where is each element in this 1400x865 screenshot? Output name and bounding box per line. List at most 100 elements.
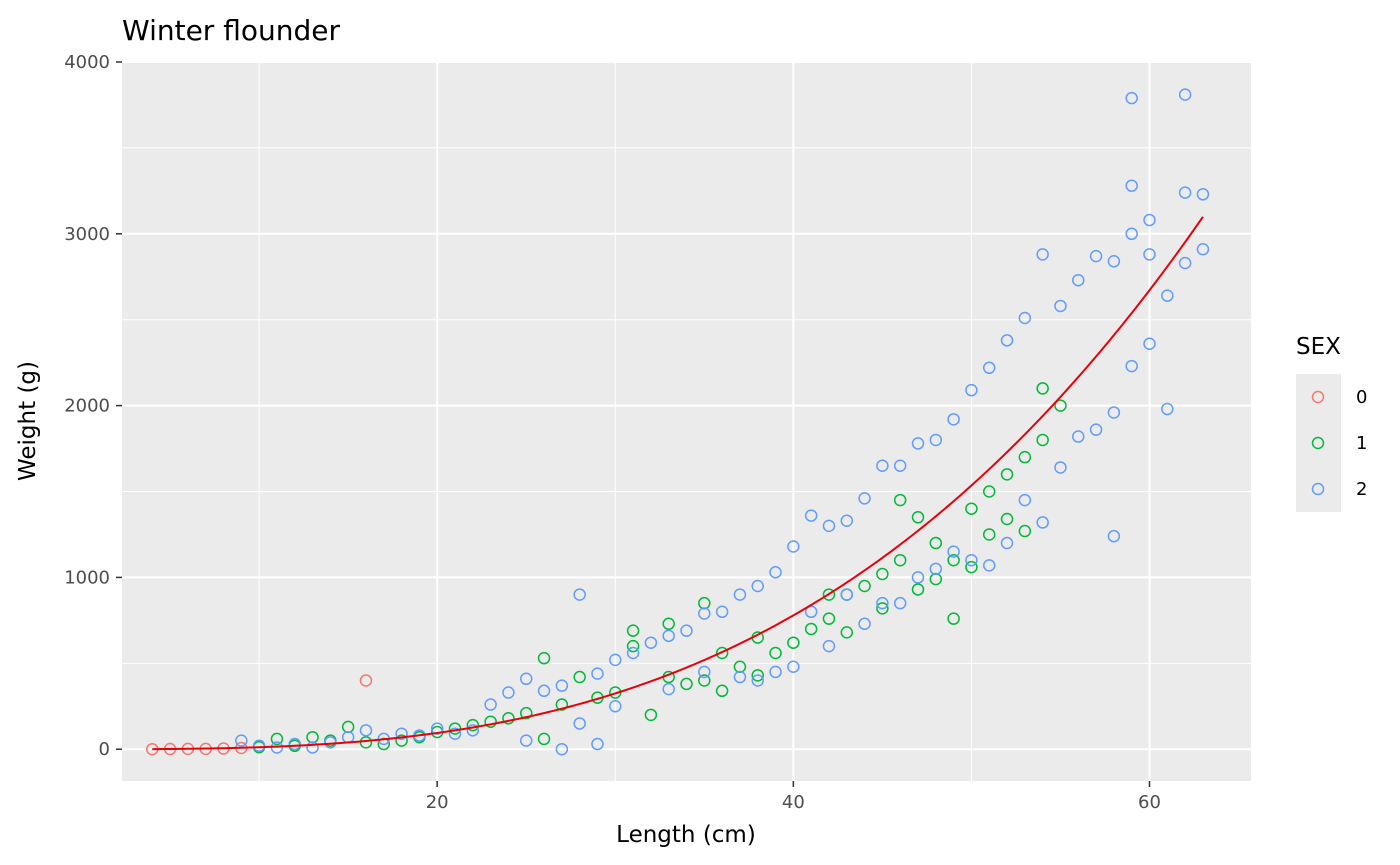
point-sex-2-40	[769, 665, 782, 679]
point-sex-1-24	[644, 708, 658, 722]
point-sex-2-55	[911, 437, 925, 450]
grid-major	[122, 61, 1251, 781]
point-sex-1-50	[929, 536, 943, 550]
point-sex-2-88	[1161, 402, 1174, 416]
point-sex-2-27	[626, 646, 640, 660]
point-sex-2-90	[1178, 186, 1192, 199]
legend-key-0	[1311, 390, 1325, 404]
point-sex-2-60	[947, 545, 960, 558]
point-sex-1-29	[698, 674, 711, 687]
point-sex-1-33	[751, 669, 764, 682]
point-sex-2-70	[1036, 516, 1049, 529]
point-sex-2-44	[804, 605, 818, 619]
point-sex-2-52	[876, 596, 889, 610]
point-sex-2-36	[733, 670, 747, 684]
point-sex-2-74	[1072, 430, 1085, 443]
point-sex-1-44	[876, 602, 889, 615]
point-sex-1-17	[537, 732, 551, 746]
point-sex-2-78	[1107, 529, 1121, 543]
point-sex-2-15	[502, 686, 515, 699]
point-sex-2-85	[1143, 248, 1156, 261]
point-sex-2-29	[662, 629, 675, 643]
point-sex-1-42	[858, 579, 871, 593]
point-sex-1-18	[555, 698, 569, 711]
point-sex-1-31	[715, 646, 729, 660]
point-sex-2-64	[982, 559, 996, 572]
y-axis-title: Weight (g)	[15, 361, 41, 481]
point-sex-2-43	[804, 509, 818, 522]
legend-label-1: 1	[1356, 433, 1367, 454]
point-sex-2-0	[235, 734, 248, 747]
point-sex-2-86	[1143, 337, 1156, 351]
point-sex-2-81	[1125, 179, 1138, 192]
point-sex-1-40	[840, 626, 854, 639]
y-tick-label-1: 1000	[64, 567, 110, 588]
point-sex-1-39	[822, 612, 836, 625]
point-sex-2-75	[1089, 249, 1103, 263]
point-sex-1-48	[911, 583, 925, 596]
point-sex-2-9	[395, 727, 408, 741]
y-tick-label-3: 3000	[64, 224, 110, 245]
point-sex-2-72	[1054, 461, 1067, 474]
point-sex-1-60	[1018, 450, 1032, 464]
point-sex-2-4	[306, 741, 319, 754]
point-sex-2-1	[252, 739, 266, 753]
grid-minor	[122, 62, 1251, 781]
point-sex-1-52	[947, 553, 960, 567]
point-sex-2-82	[1125, 227, 1138, 241]
point-sex-1-62	[1036, 382, 1049, 395]
point-sex-1-58	[1000, 512, 1014, 526]
point-sex-2-37	[751, 579, 764, 593]
plot-background	[122, 62, 1251, 781]
point-sex-2-38	[751, 674, 764, 687]
point-sex-2-68	[1018, 493, 1032, 507]
point-sex-2-79	[1107, 406, 1121, 419]
point-sex-2-67	[1018, 311, 1032, 325]
x-axis-title: Length (cm)	[616, 822, 756, 848]
point-sex-0-6	[359, 674, 373, 687]
point-sex-2-17	[519, 734, 533, 747]
point-sex-1-14	[502, 712, 515, 725]
legend-entries: 0 1 2	[1311, 387, 1367, 500]
point-sex-1-43	[876, 567, 889, 581]
point-sex-2-24	[591, 737, 604, 751]
point-sex-2-34	[715, 605, 729, 619]
point-sex-2-77	[1107, 255, 1121, 268]
legend-label-2: 2	[1356, 479, 1367, 500]
point-sex-1-47	[911, 511, 925, 524]
point-sex-2-53	[893, 459, 907, 472]
point-sex-2-56	[911, 571, 925, 584]
point-sex-2-89	[1178, 88, 1192, 101]
point-sex-2-69	[1036, 248, 1049, 261]
y-tick-label-2: 2000	[64, 396, 110, 417]
point-sex-1-35	[769, 646, 782, 660]
point-sex-2-11	[430, 722, 444, 735]
point-sex-1-22	[626, 624, 640, 637]
point-sex-2-35	[733, 588, 747, 601]
point-sex-2-12	[448, 727, 462, 741]
point-sex-1-45	[893, 553, 907, 567]
point-sex-1-63	[1054, 399, 1067, 412]
point-sex-2-59	[947, 413, 960, 426]
point-sex-2-91	[1178, 256, 1192, 270]
point-sex-1-36	[787, 636, 800, 649]
fit-line	[152, 216, 1204, 751]
point-sex-2-49	[858, 492, 871, 505]
point-sex-2-61	[965, 383, 978, 397]
y-tick-label-0: 0	[99, 739, 110, 760]
point-sex-2-19	[555, 742, 569, 756]
point-sex-2-7	[359, 724, 373, 737]
point-sex-2-93	[1196, 243, 1210, 256]
point-sex-2-42	[787, 660, 800, 674]
point-sex-2-54	[893, 596, 907, 610]
point-sex-2-14	[484, 698, 497, 711]
point-sex-2-16	[519, 672, 533, 686]
point-sex-2-63	[982, 361, 996, 375]
legend-key-2	[1311, 482, 1325, 496]
point-sex-2-3	[288, 737, 301, 751]
point-sex-2-41	[787, 540, 800, 553]
point-sex-1-51	[947, 612, 960, 625]
point-sex-1-56	[982, 528, 996, 541]
point-sex-1-15	[519, 706, 533, 720]
chart-title: Winter flounder	[122, 14, 340, 47]
